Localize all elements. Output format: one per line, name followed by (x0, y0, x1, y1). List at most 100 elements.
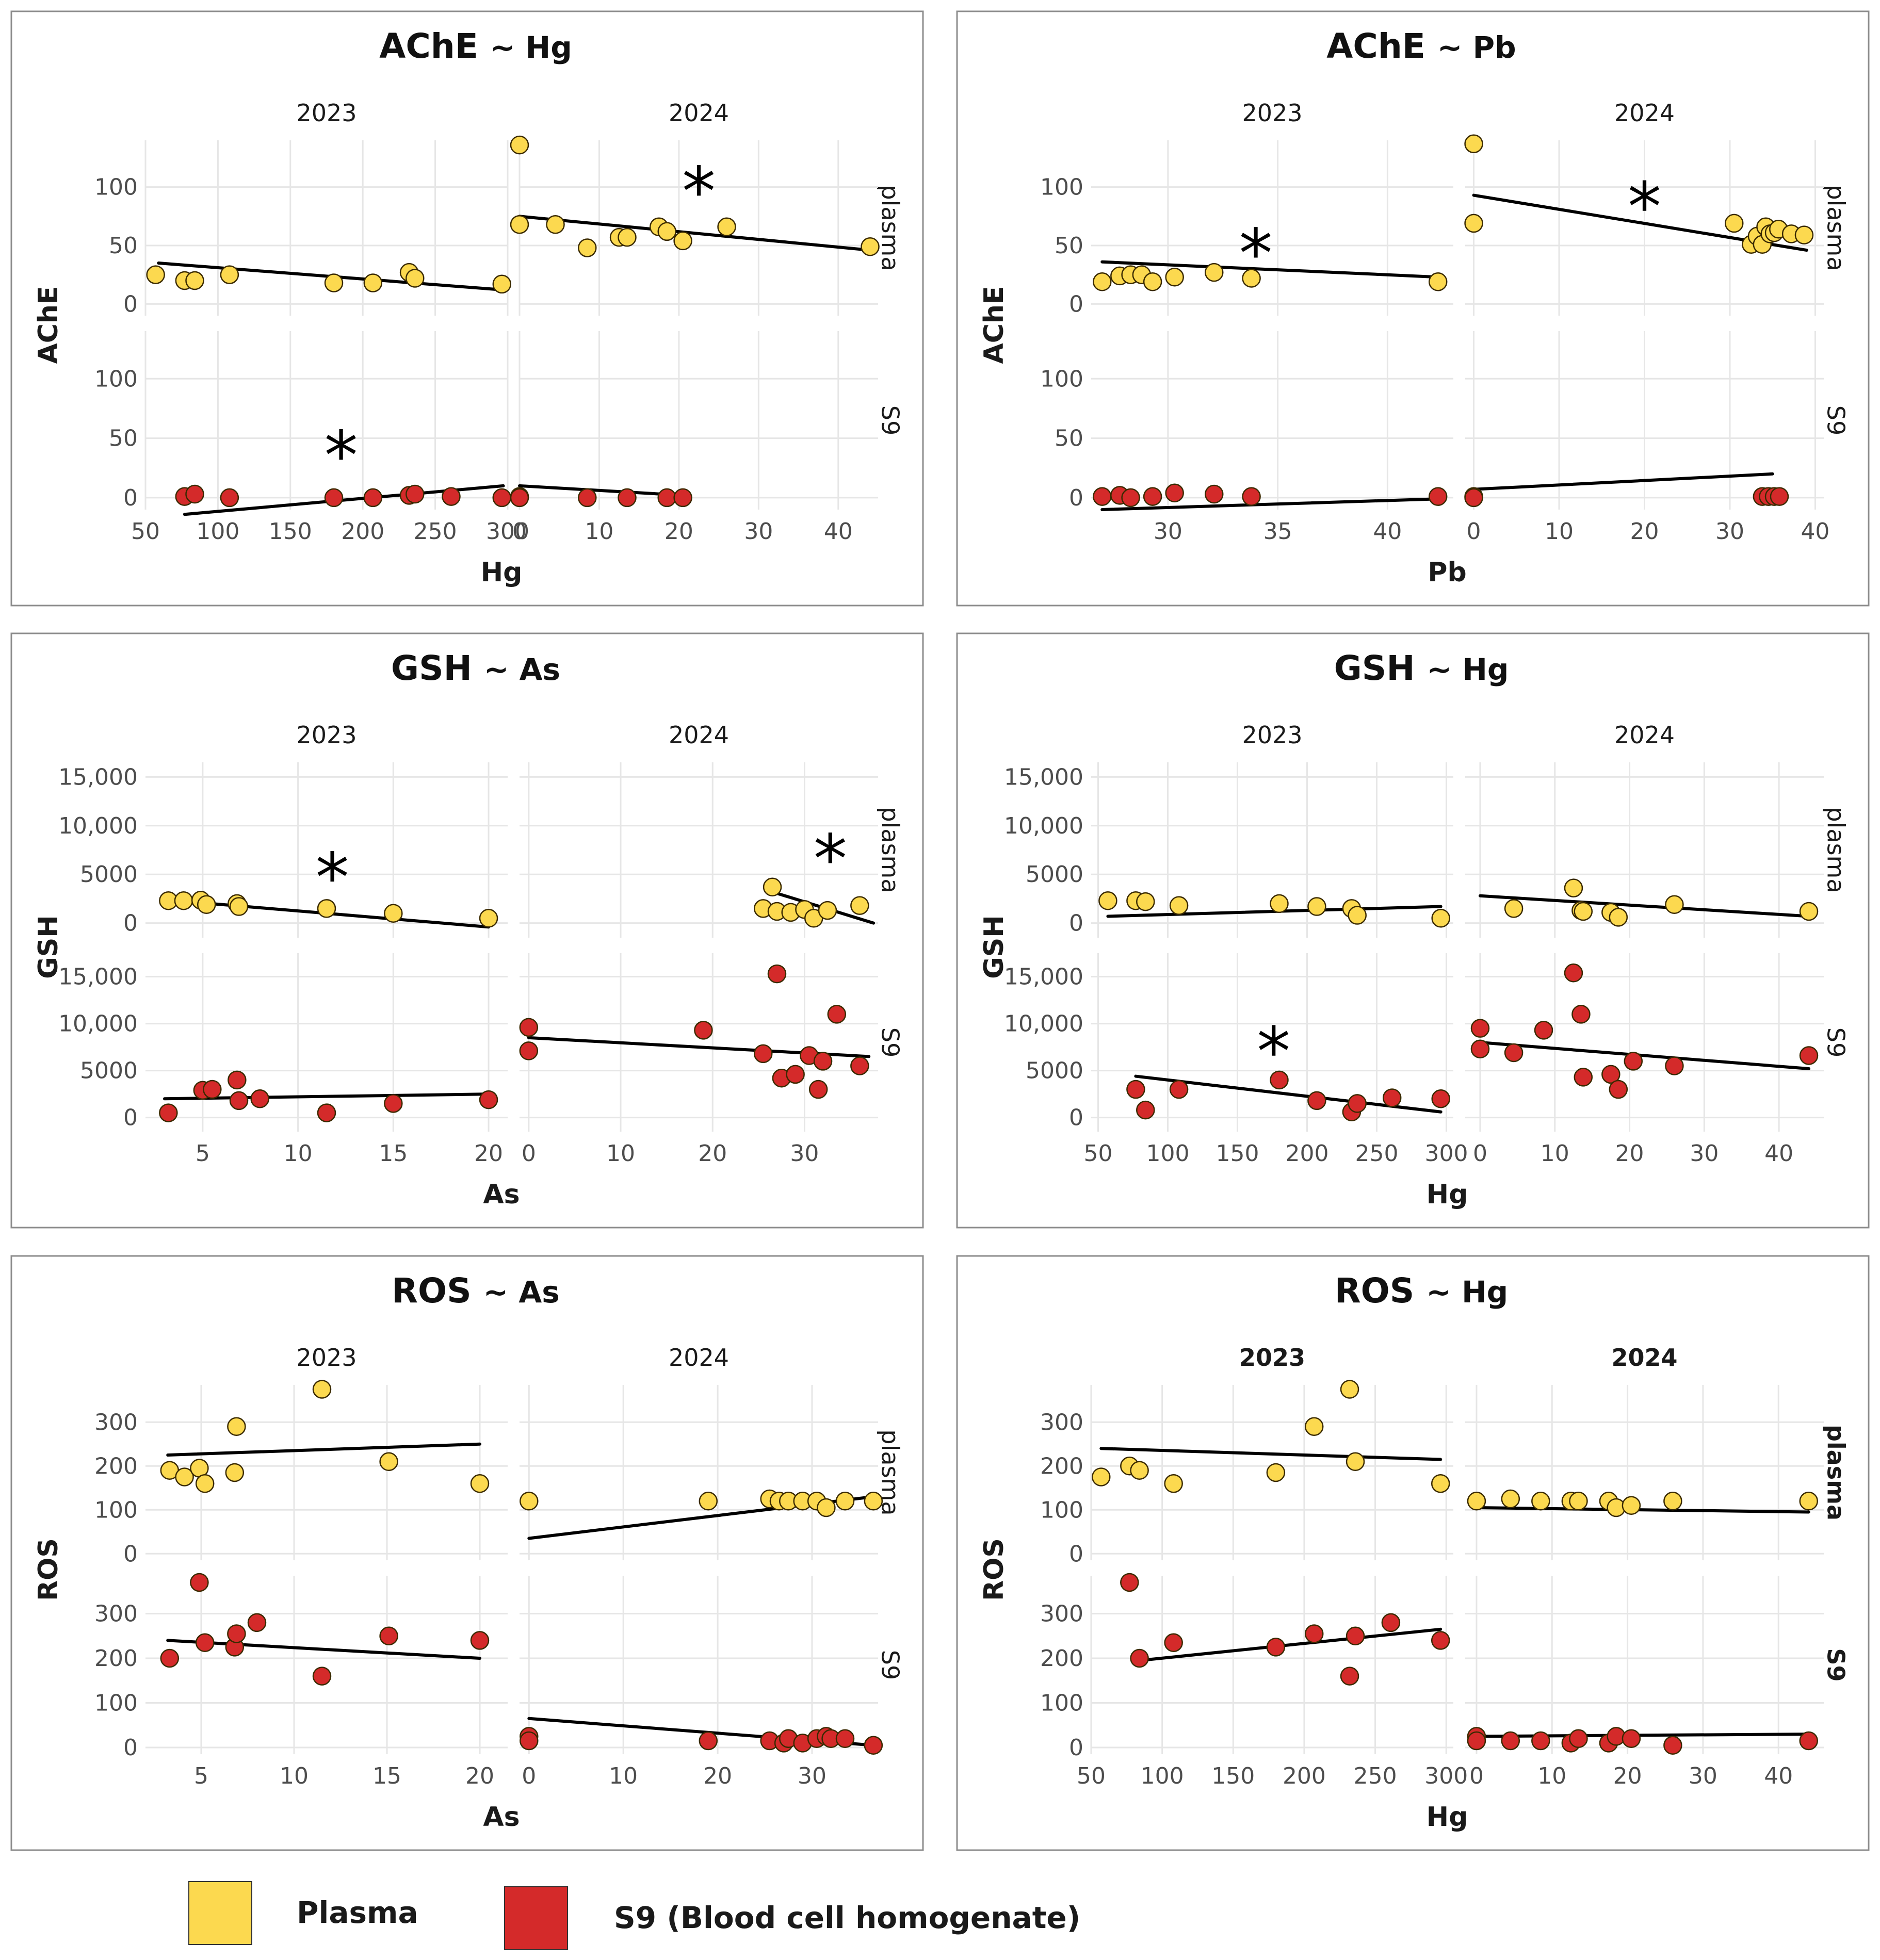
chart-title: AChE ~ Pb (1326, 26, 1516, 66)
s9-point (1663, 1736, 1682, 1755)
s9-point (1304, 1624, 1324, 1643)
x-tick-label: 10 (609, 1763, 638, 1789)
x-tick-label: 300 (1424, 1763, 1468, 1789)
s9-point (492, 488, 512, 508)
x-tick-label: 300 (1425, 1140, 1468, 1167)
plasma-point (1622, 1496, 1641, 1515)
chart-title-response: GSH (391, 648, 484, 688)
s9-point (159, 1103, 178, 1122)
s9-point (519, 1018, 539, 1037)
facet-cell-plasma-2023: * (145, 762, 508, 938)
plasma-point (363, 273, 383, 292)
s9-point (1348, 1094, 1367, 1113)
x-tick-label: 20 (465, 1763, 494, 1789)
plasma-point (1531, 1492, 1550, 1511)
x-tick-label: 150 (1211, 1763, 1255, 1789)
y-tick-label: 50 (1055, 233, 1083, 259)
y-tick-label: 10,000 (58, 813, 138, 839)
y-tick-label: 5000 (1026, 861, 1083, 888)
plasma-point (197, 895, 216, 914)
x-tick-label: 10 (606, 1140, 635, 1167)
x-tick-label: 0 (522, 1763, 536, 1789)
facet-cell-s9-2024 (520, 1576, 883, 1755)
chart-title-predictor: As (518, 1275, 559, 1310)
plasma-point (1431, 1474, 1450, 1493)
s9-point (1504, 1043, 1524, 1063)
s9-point (1601, 1065, 1620, 1084)
regression-line (518, 215, 872, 252)
plasma-point (1431, 908, 1450, 928)
s9-point (470, 1631, 490, 1650)
y-tick-label: 15,000 (1004, 764, 1083, 790)
y-tick-label: 100 (1040, 174, 1083, 201)
plasma-point (1093, 272, 1112, 291)
plasma-point (1663, 1492, 1682, 1511)
plasma-point (324, 273, 344, 292)
y-tick-label: 15,000 (58, 964, 138, 990)
regression-line (1100, 497, 1440, 511)
regression-line (1100, 260, 1440, 279)
facet-strip-matrix: S9 (877, 1650, 904, 1680)
s9-point (1624, 1052, 1643, 1071)
x-tick-label: 200 (1286, 1140, 1329, 1167)
x-axis-label: As (483, 1802, 520, 1833)
significance-star: * (1628, 168, 1661, 246)
plasma-point (220, 265, 239, 284)
y-tick-label: 0 (1069, 910, 1083, 937)
chart-title-predictor: Hg (1462, 652, 1509, 687)
x-tick-label: 50 (131, 518, 160, 545)
x-tick-label: 0 (1469, 1763, 1484, 1789)
facet-strip-matrix: S9 (877, 1027, 904, 1057)
s9-point (1307, 1091, 1326, 1110)
s9-point (657, 488, 676, 508)
x-tick-label: 50 (1077, 1763, 1106, 1789)
plasma-point (1205, 263, 1224, 282)
x-tick-label: 20 (1615, 1140, 1644, 1167)
s9-point (519, 1041, 539, 1060)
facet-cell-s9-2024 (1465, 1576, 1824, 1755)
y-axis-label: AChE (33, 286, 64, 364)
s9-point (363, 488, 383, 508)
facet-cell-s9-2023 (145, 1573, 508, 1754)
x-tick-label: 10 (585, 518, 613, 545)
chart-title-separator: ~ (1437, 30, 1473, 65)
s9-point (850, 1056, 869, 1075)
s9-point (227, 1624, 246, 1643)
chart-title-response: ROS (1335, 1271, 1426, 1311)
regression-line (163, 1092, 491, 1101)
chart-title-response: AChE (379, 26, 490, 66)
chart-title-separator: ~ (483, 1275, 519, 1310)
facet-strip-year: 2023 (296, 1344, 356, 1371)
plasma-point (470, 1474, 490, 1493)
x-tick-label: 0 (1473, 1140, 1487, 1167)
s9-point (1205, 484, 1224, 504)
plasma-point (1609, 908, 1628, 927)
facet-cell-plasma-2023 (144, 140, 512, 316)
plasma-point (546, 215, 565, 234)
facet-cell-plasma-2024 (1465, 1385, 1824, 1560)
s9-point (1340, 1667, 1359, 1686)
plasma-point (1428, 272, 1448, 291)
s9-point (1431, 1089, 1450, 1108)
x-tick-label: 10 (1541, 1140, 1569, 1167)
s9-point (479, 1090, 498, 1109)
y-axis-label: ROS (979, 1538, 1010, 1601)
panel-frame (10, 632, 924, 1229)
y-tick-label: 50 (109, 426, 138, 452)
s9-point (1665, 1056, 1684, 1075)
x-tick-label: 50 (1084, 1140, 1113, 1167)
x-tick-label: 20 (703, 1763, 732, 1789)
plasma-point (1799, 902, 1819, 921)
facet-strip-year: 2023 (1242, 721, 1302, 749)
plasma-point (673, 231, 692, 251)
x-tick-label: 30 (1689, 1763, 1717, 1789)
y-axis-label: AChE (979, 286, 1010, 364)
y-tick-label: 100 (94, 1690, 138, 1717)
facet-cell-plasma-2023: * (1091, 140, 1453, 316)
x-tick-label: 300 (486, 518, 529, 545)
facet-cell-s9-2024 (510, 331, 878, 510)
significance-star: * (316, 838, 349, 917)
x-tick-label: 0 (1467, 518, 1481, 545)
s9-point (317, 1103, 336, 1122)
